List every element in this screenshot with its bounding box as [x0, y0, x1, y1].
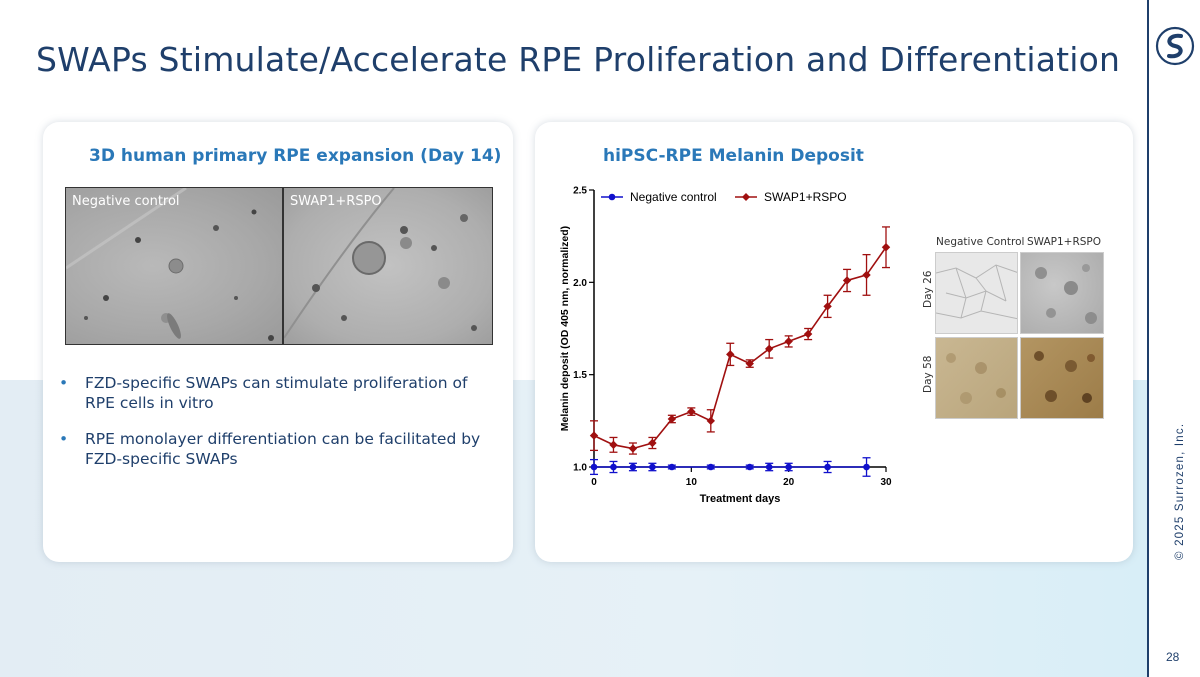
data-point	[824, 463, 831, 471]
inset-image-day26-negative	[935, 252, 1018, 334]
copyright-text: © 2025 Surrozen, Inc.	[1174, 422, 1186, 560]
data-point	[745, 359, 754, 368]
inset-image-day26-swap	[1020, 252, 1104, 334]
data-point	[706, 416, 715, 426]
data-point	[707, 463, 715, 471]
data-point	[746, 463, 754, 471]
left-panel: 3D human primary RPE expansion (Day 14) …	[43, 122, 513, 562]
legend-marker	[742, 193, 750, 201]
image-label-negative-control: Negative control	[72, 194, 180, 209]
data-point	[765, 463, 773, 471]
right-panel-title: hiPSC-RPE Melanin Deposit	[603, 146, 864, 166]
data-point	[863, 463, 870, 471]
data-point	[668, 463, 676, 471]
legend-marker	[608, 193, 616, 201]
bullet-text: FZD-specific SWAPs can stimulate prolife…	[85, 374, 468, 412]
data-point	[881, 243, 891, 252]
data-point	[609, 440, 618, 450]
data-point	[784, 337, 793, 346]
bullet-list: • FZD-specific SWAPs can stimulate proli…	[59, 373, 499, 485]
y-tick-label: 1.0	[573, 463, 587, 474]
inset-image-day58-negative	[935, 337, 1018, 419]
inset-image-day58-swap	[1020, 337, 1104, 419]
y-tick-label: 2.0	[573, 278, 587, 289]
bullet-item: • RPE monolayer differentiation can be f…	[59, 429, 499, 469]
x-axis-label: Treatment days	[700, 493, 781, 505]
microscopy-cells	[284, 188, 477, 339]
legend-label: SWAP1+RSPO	[764, 190, 847, 204]
microscopy-cells	[66, 188, 274, 341]
bullet-icon: •	[59, 374, 69, 392]
data-point	[785, 463, 792, 471]
x-tick-label: 10	[686, 477, 698, 488]
inset-row-label-day58: Day 58	[922, 355, 934, 393]
x-tick-label: 0	[591, 477, 597, 488]
right-divider	[1147, 0, 1149, 677]
left-panel-title: 3D human primary RPE expansion (Day 14)	[89, 146, 502, 166]
series-line-1	[593, 246, 887, 450]
data-point	[842, 276, 852, 285]
inset-col-label-negative: Negative Control	[936, 236, 1025, 248]
page-number: 28	[1166, 650, 1180, 664]
data-point	[803, 329, 813, 339]
data-point	[862, 270, 871, 280]
bullet-text: RPE monolayer differentiation can be fac…	[85, 430, 481, 468]
y-tick-label: 1.5	[573, 370, 587, 381]
data-point	[610, 463, 617, 471]
data-point	[726, 350, 735, 359]
melanin-chart: 0 10 20 30 1.0 1.5 2.0 2.5 Treatment days Melanin…	[559, 186, 892, 506]
bullet-item: • FZD-specific SWAPs can stimulate proli…	[59, 373, 499, 413]
chart-axes: 0 10 20 30 1.0 1.5 2.0 2.5 Treatment days Melanin…	[559, 186, 892, 506]
chart-series	[589, 226, 891, 477]
x-tick-label: 30	[880, 477, 892, 488]
data-point	[649, 463, 656, 471]
data-point	[628, 444, 638, 453]
inset-col-label-swap: SWAP1+RSPO	[1027, 236, 1102, 248]
y-tick-label: 2.5	[573, 186, 587, 197]
page-title: SWAPs Stimulate/Accelerate RPE Prolifera…	[36, 40, 1121, 79]
data-point	[687, 407, 696, 416]
legend-label: Negative control	[630, 190, 717, 204]
microscopy-swap1-rspo: SWAP1+RSPO	[283, 187, 493, 345]
y-axis-label: Melanin deposit (OD 405 nm, normalized)	[559, 226, 571, 431]
image-label-swap1-rspo: SWAP1+RSPO	[290, 194, 382, 209]
data-point	[590, 463, 598, 471]
data-point	[589, 431, 599, 440]
inset-row-label-day26: Day 26	[922, 270, 934, 308]
company-logo	[1155, 26, 1195, 66]
x-tick-label: 20	[783, 477, 795, 488]
data-point	[629, 463, 637, 471]
chart-legend: Negative control SWAP1+RSPO	[601, 190, 847, 204]
microscopy-negative-control: Negative control	[65, 187, 283, 345]
bullet-icon: •	[59, 430, 69, 448]
